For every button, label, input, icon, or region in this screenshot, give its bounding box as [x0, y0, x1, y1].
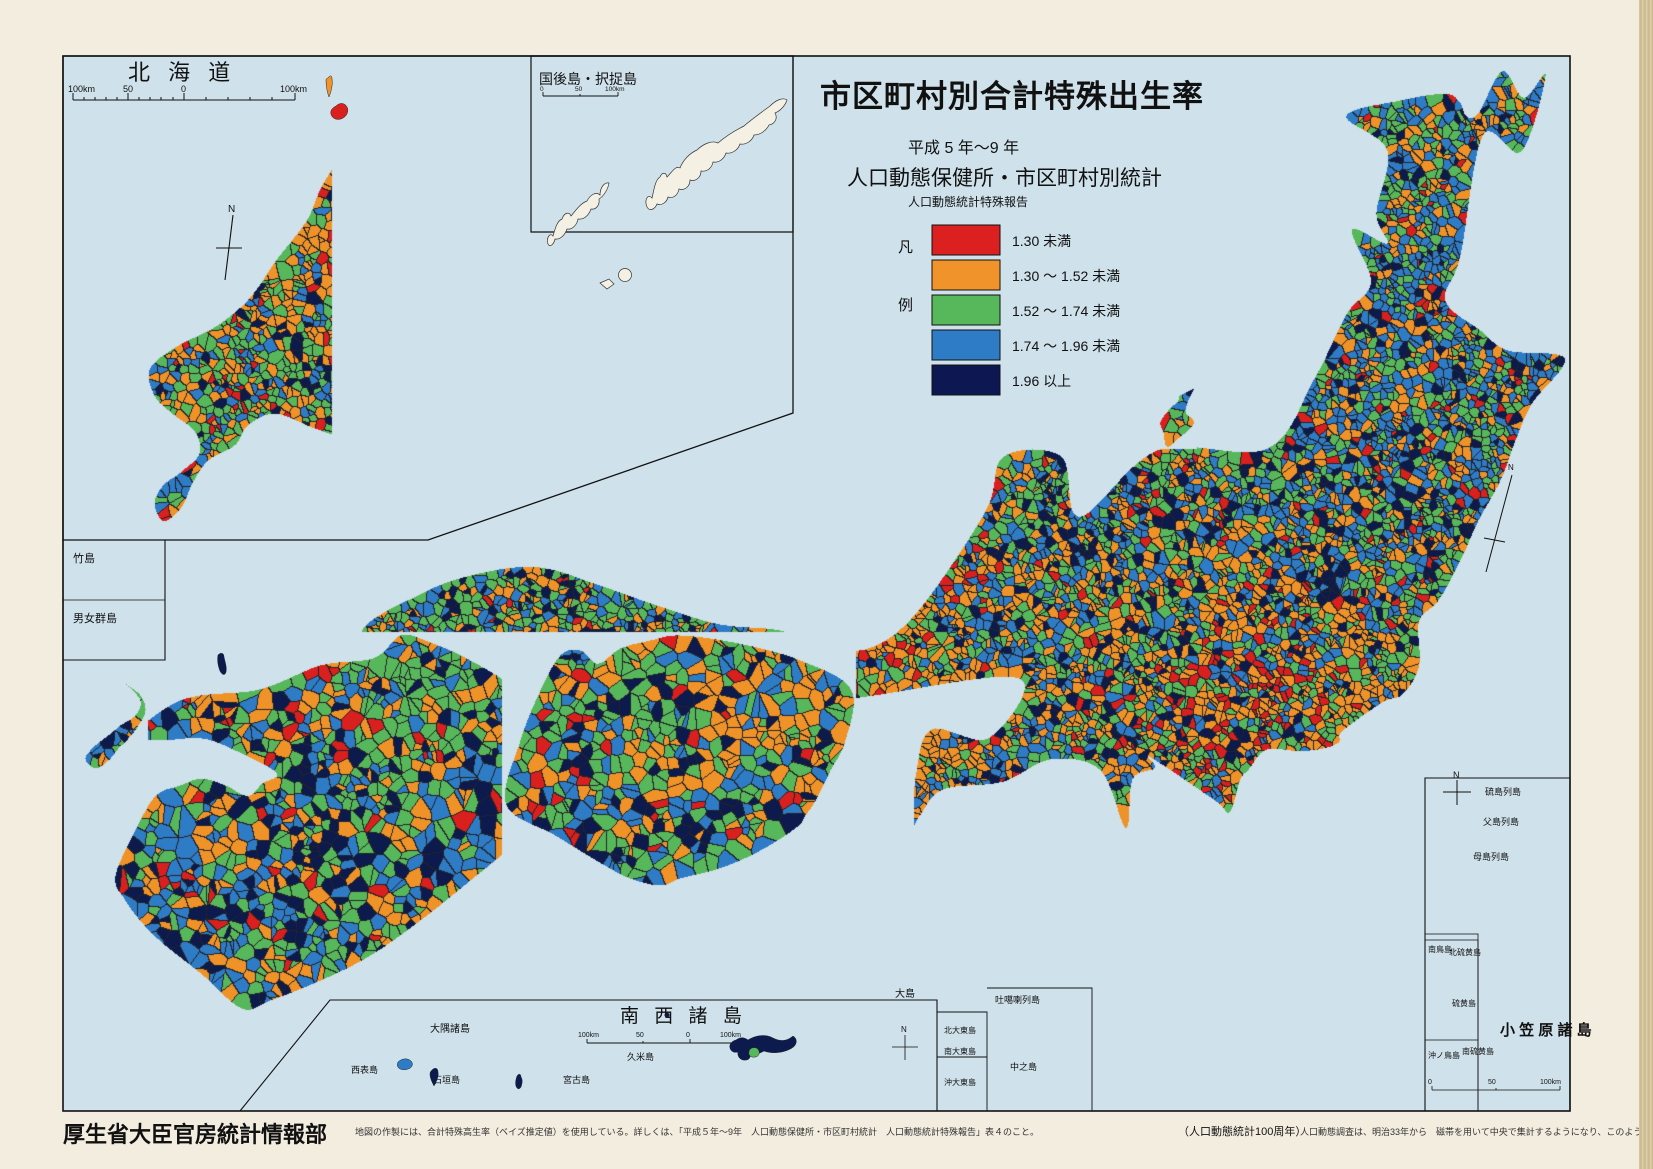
svg-text:N: N — [1508, 463, 1514, 472]
svg-text:N: N — [228, 204, 235, 215]
svg-text:母島列島: 母島列島 — [1473, 851, 1509, 862]
svg-text:（人口動態統計100周年）: （人口動態統計100周年） — [1178, 1124, 1306, 1138]
svg-text:人口動態調査は、明治33年から 磁帯を用いて中央で集計するよ: 人口動態調査は、明治33年から 磁帯を用いて中央で集計するようになり、このような… — [1300, 1126, 1653, 1137]
svg-text:50: 50 — [1488, 1079, 1496, 1086]
svg-text:西表島: 西表島 — [351, 1064, 378, 1075]
svg-text:100km: 100km — [605, 86, 625, 93]
svg-text:市区町村別合計特殊出生率: 市区町村別合計特殊出生率 — [820, 79, 1204, 114]
svg-text:北硫黄島: 北硫黄島 — [1449, 947, 1481, 957]
svg-text:厚生省大臣官房統計情報部: 厚生省大臣官房統計情報部 — [63, 1122, 327, 1147]
svg-text:人口動態統計特殊報告: 人口動態統計特殊報告 — [908, 194, 1028, 209]
svg-text:北 海 道: 北 海 道 — [128, 60, 236, 85]
svg-text:中之島: 中之島 — [1010, 1061, 1037, 1072]
svg-text:人口動態保健所・市区町村別統計: 人口動態保健所・市区町村別統計 — [847, 167, 1162, 190]
svg-text:0: 0 — [540, 86, 544, 93]
svg-text:1.30 〜 1.52 未満: 1.30 〜 1.52 未満 — [1012, 268, 1120, 284]
svg-text:南大東島: 南大東島 — [944, 1046, 976, 1056]
svg-text:南 西 諸 島: 南 西 諸 島 — [620, 1005, 747, 1027]
svg-text:沖ノ鳥島: 沖ノ鳥島 — [1428, 1050, 1460, 1060]
svg-text:1.30 未満: 1.30 未満 — [1012, 233, 1071, 249]
svg-text:100km: 100km — [1540, 1079, 1561, 1086]
svg-text:小 笠 原 諸 島: 小 笠 原 諸 島 — [1500, 1021, 1592, 1039]
svg-text:100km: 100km — [68, 84, 95, 94]
svg-text:硫島列島: 硫島列島 — [1485, 786, 1521, 797]
svg-text:久米島: 久米島 — [627, 1051, 654, 1062]
svg-text:100km: 100km — [280, 84, 307, 94]
svg-text:100km: 100km — [720, 1032, 741, 1039]
svg-text:沖大東島: 沖大東島 — [944, 1077, 976, 1087]
svg-text:北大東島: 北大東島 — [944, 1025, 976, 1035]
svg-text:平成 5 年〜9 年: 平成 5 年〜9 年 — [908, 139, 1019, 157]
svg-text:硫黄島: 硫黄島 — [1452, 998, 1476, 1008]
svg-text:50: 50 — [575, 86, 583, 93]
svg-text:南鳥島: 南鳥島 — [1428, 944, 1452, 954]
svg-text:竹島: 竹島 — [73, 551, 95, 565]
svg-text:大島: 大島 — [895, 987, 915, 1000]
svg-text:N: N — [1453, 770, 1460, 780]
svg-text:1.52 〜 1.74 未満: 1.52 〜 1.74 未満 — [1012, 303, 1120, 319]
svg-text:100km: 100km — [578, 1032, 599, 1039]
svg-text:吐噶喇列島: 吐噶喇列島 — [995, 994, 1040, 1005]
svg-text:地図の作製には、合計特殊高生率（ベイズ推定値）を使用している: 地図の作製には、合計特殊高生率（ベイズ推定値）を使用している。詳しくは、「平成５… — [355, 1126, 1039, 1137]
svg-text:50: 50 — [123, 84, 133, 94]
svg-text:0: 0 — [181, 84, 186, 94]
svg-text:大隅諸島: 大隅諸島 — [430, 1022, 470, 1035]
svg-text:父島列島: 父島列島 — [1483, 816, 1519, 827]
svg-text:50: 50 — [636, 1032, 644, 1039]
svg-text:国後島・択捉島: 国後島・択捉島 — [539, 71, 637, 87]
svg-text:凡: 凡 — [898, 239, 913, 256]
svg-text:0: 0 — [1428, 1079, 1432, 1086]
svg-text:1.96 以上: 1.96 以上 — [1012, 373, 1071, 389]
svg-text:例: 例 — [898, 297, 913, 314]
svg-text:N: N — [901, 1025, 907, 1034]
svg-text:男女群島: 男女群島 — [73, 611, 117, 625]
svg-text:0: 0 — [686, 1032, 690, 1039]
svg-text:1.74 〜 1.96 未満: 1.74 〜 1.96 未満 — [1012, 338, 1120, 354]
svg-text:宮古島: 宮古島 — [563, 1074, 590, 1085]
